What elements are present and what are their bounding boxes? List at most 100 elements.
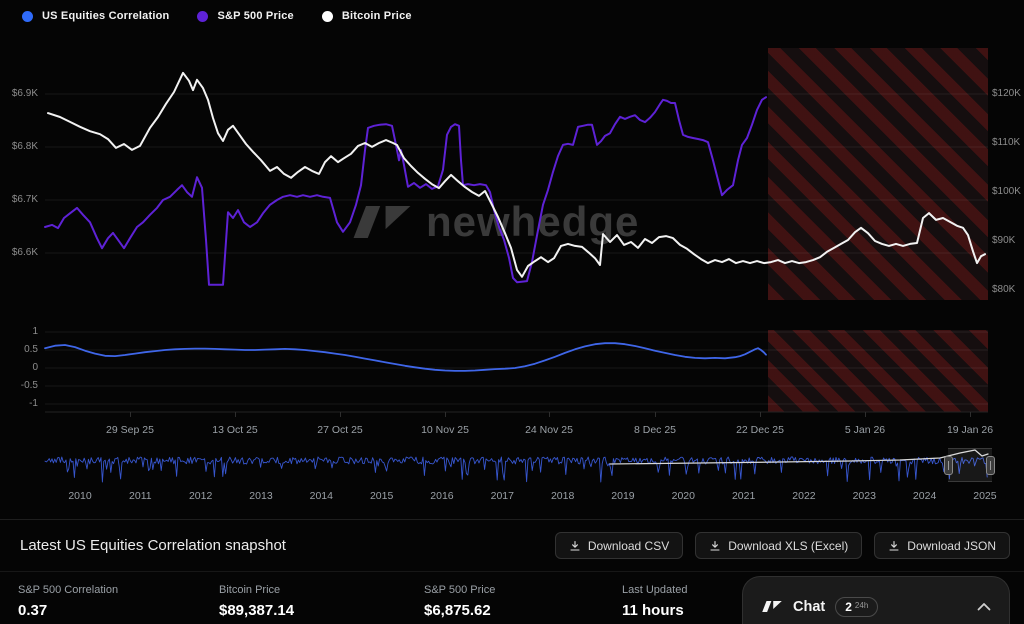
range-navigator[interactable] (0, 446, 1024, 486)
no-data-hatched-region-sub (768, 330, 988, 412)
x-axis-date-label: 29 Sep 25 (106, 424, 154, 436)
stat-value: $89,387.14 (219, 602, 295, 619)
correlation-series-dot-icon (22, 10, 33, 22)
left-axis-tick-label: $6.8K (11, 141, 38, 152)
correlation-line (44, 342, 767, 372)
stat-label: Last Updated (622, 584, 688, 596)
left-axis-tick-label: $6.6K (11, 247, 38, 258)
sp500-series-dot-icon (197, 10, 209, 22)
stat-sp500-correlation: S&P 500 Correlation 0.37 (18, 584, 118, 619)
navigator-year-label: 2013 (249, 490, 273, 502)
correlation-axis-tick-label: 1 (32, 326, 38, 337)
navigator-year-label: 2015 (369, 490, 394, 502)
navigator-right-handle-icon[interactable] (986, 456, 995, 475)
stat-label: S&P 500 Correlation (18, 584, 119, 596)
x-axis-tick (235, 412, 236, 417)
legend-label: Bitcoin Price (341, 10, 412, 22)
chat-badge-count: 2 (845, 599, 852, 614)
correlation-axis-tick-label: 0 (32, 362, 38, 373)
navigator-canvas[interactable] (0, 446, 1024, 486)
stat-value: 0.37 (18, 602, 48, 619)
correlation-axis-tick-label: -1 (29, 398, 38, 409)
legend-item-bitcoin-price[interactable]: Bitcoin Price (321, 10, 412, 22)
chat-widget[interactable]: Chat 2 24h (742, 576, 1010, 624)
x-axis-tick (970, 412, 971, 417)
download-json-label: Download JSON (907, 538, 996, 553)
left-axis-tick-label: $6.7K (11, 194, 38, 205)
navigator-year-label: 2021 (731, 490, 756, 502)
correlation-chart-canvas[interactable] (0, 328, 1024, 414)
x-axis-date-label: 24 Nov 25 (525, 424, 573, 436)
navigator-year-label: 2010 (68, 490, 92, 502)
navigator-year-label: 2014 (309, 490, 333, 502)
navigator-year-label: 2024 (912, 490, 937, 502)
correlation-chart[interactable] (0, 328, 1024, 414)
x-axis-date-label: 13 Oct 25 (212, 424, 258, 436)
download-buttons: Download CSV Download XLS (Excel) Downlo… (554, 532, 1010, 559)
navigator-year-label: 2019 (611, 490, 635, 502)
snapshot-title: Latest US Equities Correlation snapshot (20, 537, 286, 554)
snapshot-bar: Latest US Equities Correlation snapshot … (0, 519, 1024, 571)
bitcoin-price-line (47, 71, 986, 278)
download-xls-label: Download XLS (Excel) (728, 538, 849, 553)
chat-unread-badge: 2 24h (835, 596, 879, 617)
navigator-year-label: 2018 (550, 490, 575, 502)
stat-last-updated: Last Updated 11 hours (622, 584, 687, 619)
right-axis-tick-label: $80K (992, 284, 1016, 295)
download-json-button[interactable]: Download JSON (874, 532, 1010, 559)
sp500-price-line (44, 96, 767, 286)
right-axis-tick-label: $100K (992, 186, 1021, 197)
navigator-blue-series (44, 456, 988, 483)
x-axis-date-label: 5 Jan 26 (844, 424, 886, 436)
x-axis-tick (445, 412, 446, 417)
download-csv-button[interactable]: Download CSV (554, 532, 684, 559)
stat-value: $6,875.62 (424, 602, 491, 619)
chat-badge-suffix: 24h (854, 600, 869, 610)
right-axis-tick-label: $110K (992, 137, 1021, 148)
stat-bitcoin-price: Bitcoin Price $89,387.14 (219, 584, 294, 619)
download-csv-label: Download CSV (587, 538, 670, 553)
navigator-year-label: 2025 (973, 490, 997, 502)
legend-item-us-equities-correlation[interactable]: US Equities Correlation (22, 10, 169, 22)
x-axis-tick (130, 412, 131, 417)
download-xls-button[interactable]: Download XLS (Excel) (695, 532, 863, 559)
stat-sp500-price: S&P 500 Price $6,875.62 (424, 584, 495, 619)
navigator-year-label: 2012 (188, 490, 213, 502)
stats-row: S&P 500 Correlation 0.37 Bitcoin Price $… (0, 571, 1024, 624)
bitcoin-series-dot-icon (321, 10, 333, 22)
price-chart[interactable] (0, 48, 1024, 300)
legend-label: S&P 500 Price (217, 10, 294, 22)
download-icon (710, 540, 720, 551)
stat-label: Bitcoin Price (219, 584, 281, 596)
stat-value: 11 hours (622, 602, 684, 619)
navigator-year-label: 2011 (129, 490, 152, 502)
no-data-hatched-region-main (768, 48, 988, 300)
x-axis-tick (760, 412, 761, 417)
legend-item-sp500-price[interactable]: S&P 500 Price (197, 10, 294, 22)
right-axis-tick-label: $120K (992, 88, 1021, 99)
navigator-white-series (609, 449, 989, 465)
x-axis-tick (340, 412, 341, 417)
navigator-year-label: 2016 (430, 490, 454, 502)
correlation-axis-tick-label: -0.5 (20, 380, 38, 391)
x-axis-date-label: 19 Jan 26 (946, 424, 994, 436)
chart-legend: US Equities Correlation S&P 500 Price Bi… (22, 10, 412, 22)
x-axis-tick (549, 412, 550, 417)
right-axis-tick-label: $90K (992, 235, 1016, 246)
x-axis-date-label: 10 Nov 25 (421, 424, 469, 436)
left-axis-tick-label: $6.9K (11, 88, 38, 99)
chat-label: Chat (793, 598, 826, 615)
navigator-year-label: 2020 (671, 490, 695, 502)
chevron-up-icon[interactable] (977, 602, 991, 611)
navigator-selection-window[interactable] (948, 448, 992, 482)
x-axis-tick (655, 412, 656, 417)
navigator-left-handle-icon[interactable] (944, 456, 953, 475)
x-axis-tick (865, 412, 866, 417)
navigator-year-label: 2023 (852, 490, 876, 502)
x-axis-date-label: 8 Dec 25 (633, 424, 677, 436)
price-chart-canvas[interactable] (0, 48, 1024, 300)
download-icon (889, 540, 899, 551)
navigator-year-label: 2022 (792, 490, 816, 502)
correlation-axis-tick-label: 0.5 (24, 344, 38, 355)
